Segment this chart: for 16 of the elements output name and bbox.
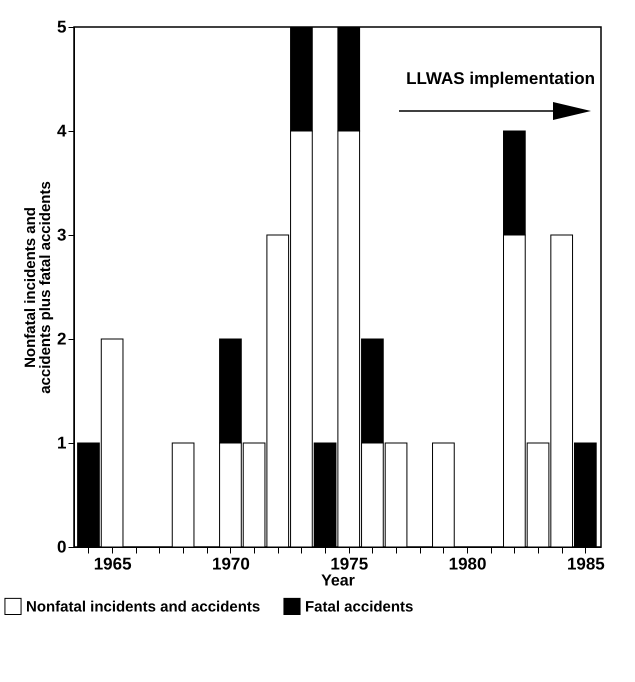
x-tick-label: 1980 <box>448 554 486 574</box>
x-tick-label: 1985 <box>566 554 605 574</box>
y-axis-title: Nonfatal incidents and accidents plus fatal accidents <box>22 181 54 394</box>
annotation: LLWAS implementation <box>406 69 595 88</box>
x-tick-label: 1970 <box>212 554 250 574</box>
x-axis-title: Year <box>321 572 355 590</box>
x-tick-label: 1965 <box>94 554 132 574</box>
y-tick-label: 2 <box>57 330 66 348</box>
y-tick-label: 0 <box>57 538 66 556</box>
x-tick-label: 1975 <box>330 554 368 574</box>
y-tick-label: 4 <box>57 122 68 140</box>
legend-label: Nonfatal incidents and accidents <box>26 598 260 616</box>
legend-label: Fatal accidents <box>305 598 414 616</box>
y-tick-label: 1 <box>57 434 66 452</box>
y-tick-label: 3 <box>57 226 66 244</box>
y-tick-label: 5 <box>57 18 66 36</box>
